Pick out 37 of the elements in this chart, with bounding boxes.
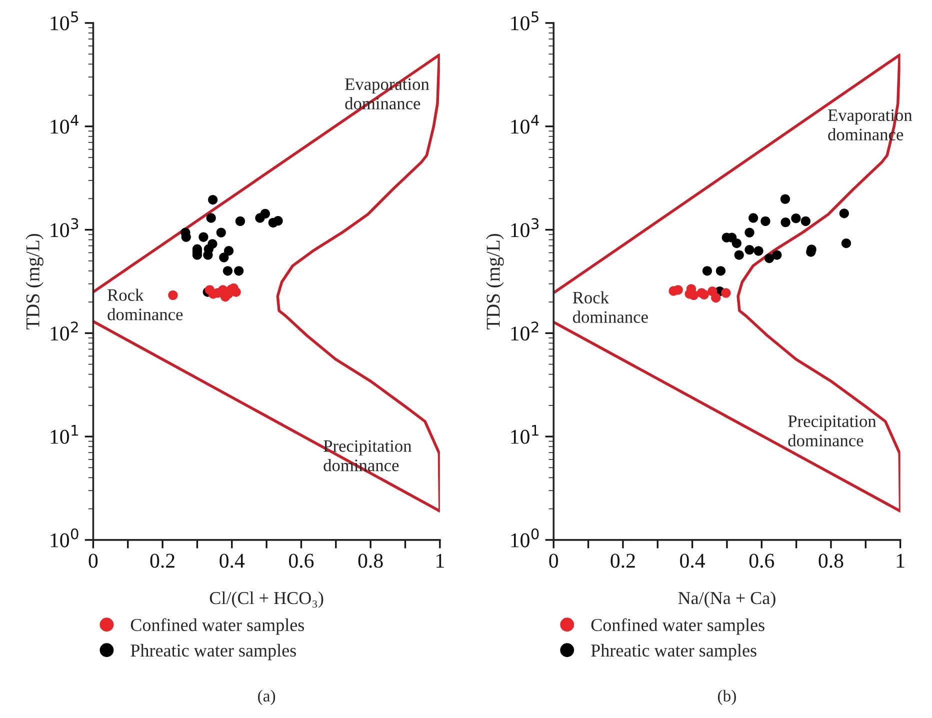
y-tick-label: 10$^{5}$ [50, 11, 78, 30]
x-tick-label: 0.2 [150, 554, 174, 568]
y-tick-label: 10$^{3}$ [50, 218, 78, 238]
x-tick-label: 0.6 [288, 554, 314, 568]
x-tick-label: 1 [896, 554, 904, 568]
x-tick-label: 0.8 [818, 554, 844, 568]
y-tick-label: 10$^{0}$ [50, 528, 78, 548]
y-tick-label: 10$^{3}$ [511, 218, 539, 238]
x-tick-label: 0.8 [358, 554, 383, 568]
x-tick-label: 0.4 [680, 554, 705, 568]
y-axis-title: TDS (mg/L) [486, 234, 504, 330]
legend-label: Phreatic water samples [591, 644, 756, 660]
y-tick-label: 10$^{5}$ [511, 11, 538, 30]
x-axis-title: Na/(Na + Ca) [678, 591, 776, 608]
x-tick-label: 0.2 [610, 554, 635, 568]
annotation: Precipitation dominance [788, 415, 876, 446]
y-tick-label: 10$^{4}$ [50, 114, 78, 134]
y-axis-title: TDS (mg/L) [26, 234, 44, 330]
y-tick-label: 10$^{1}$ [511, 425, 538, 444]
legend-label: Confined water samples [130, 618, 304, 635]
y-tick-label: 10$^{2}$ [50, 322, 78, 341]
legend-label: Confined water samples [591, 618, 764, 635]
x-axis-title: Cl/(Cl + HCO₃) [210, 591, 324, 608]
x-tick-label: 0 [88, 554, 98, 568]
x-tick-label: 0.6 [749, 554, 774, 568]
x-tick-label: 0.4 [220, 554, 245, 568]
annotation: Rock dominance [108, 288, 183, 320]
x-tick-label: 1 [436, 554, 444, 568]
text: (a) [258, 690, 276, 705]
y-tick-label: 10$^{0}$ [511, 528, 539, 548]
y-tick-label: 10$^{2}$ [511, 322, 538, 341]
annotation: Rock dominance [572, 291, 648, 323]
x-tick-label: 0 [549, 554, 558, 568]
legend-label: Phreatic water samples [130, 644, 296, 660]
y-tick-label: 10$^{4}$ [511, 114, 539, 134]
y-tick-label: 10$^{1}$ [50, 425, 78, 444]
text: (b) [718, 690, 736, 705]
